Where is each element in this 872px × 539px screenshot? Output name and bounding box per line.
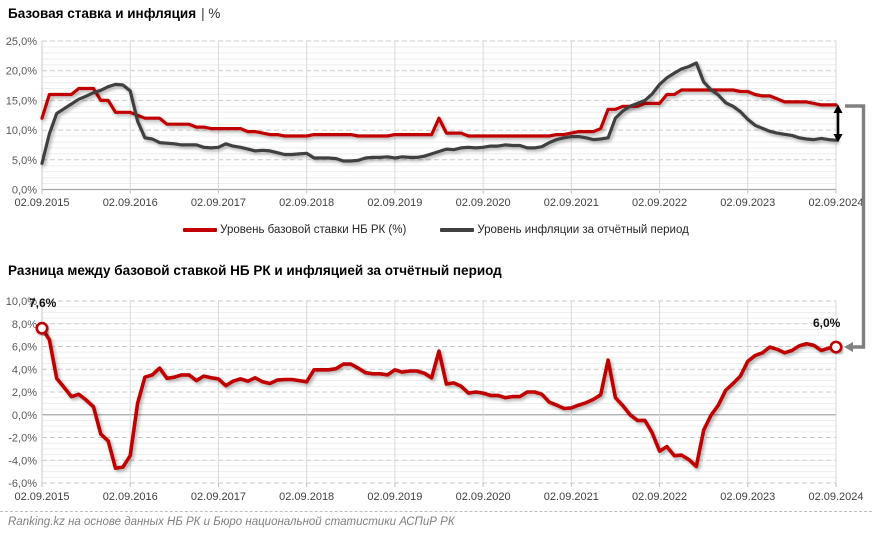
x-tick-label: 02.09.2022 bbox=[632, 491, 687, 503]
x-tick-label: 02.09.2019 bbox=[367, 197, 422, 209]
y-tick-label: 10,0% bbox=[6, 296, 37, 308]
source-footer: Ranking.kz на основе данных НБ РК и Бюро… bbox=[0, 511, 872, 528]
x-tick-label: 02.09.2015 bbox=[14, 491, 69, 503]
x-tick-label: 02.09.2015 bbox=[14, 197, 69, 209]
y-tick-label: 5,0% bbox=[12, 155, 37, 167]
y-tick-label: 15,0% bbox=[6, 95, 37, 107]
top-chart-title-unit: | % bbox=[201, 6, 221, 21]
start-point-marker bbox=[35, 321, 49, 335]
top-chart-title: Базовая ставка и инфляция | % bbox=[8, 6, 220, 21]
difference-start-value-label: 7,6% bbox=[29, 296, 57, 310]
legend-line-base-rate bbox=[183, 228, 218, 232]
y-tick-label: 4,0% bbox=[12, 364, 37, 376]
source-text: Ranking.kz на основе данных НБ РК и Бюро… bbox=[8, 516, 455, 528]
x-tick-label: 02.09.2018 bbox=[279, 491, 334, 503]
y-tick-label: 8,0% bbox=[12, 319, 37, 331]
series-line-0 bbox=[40, 326, 838, 471]
y-tick-label: -2,0% bbox=[8, 433, 37, 445]
difference-end-value-label: 6,0% bbox=[813, 316, 841, 330]
y-tick-label: 20,0% bbox=[6, 66, 37, 78]
legend-line-inflation bbox=[440, 228, 475, 232]
series-line-0 bbox=[40, 86, 838, 138]
x-tick-label: 02.09.2018 bbox=[279, 197, 334, 209]
series-line-1 bbox=[40, 61, 838, 165]
legend-label-inflation: Уровень инфляции за отчётный период bbox=[477, 224, 689, 236]
x-tick-label: 02.09.2021 bbox=[544, 197, 599, 209]
x-tick-label: 02.09.2023 bbox=[720, 197, 775, 209]
bottom-chart-title: Разница между базовой ставкой НБ РК и ин… bbox=[8, 263, 502, 278]
y-tick-label: 6,0% bbox=[12, 342, 37, 354]
y-tick-label: 10,0% bbox=[6, 125, 37, 137]
x-tick-label: 02.09.2016 bbox=[103, 197, 158, 209]
y-tick-label: 0,0% bbox=[12, 185, 37, 197]
x-tick-label: 02.09.2020 bbox=[456, 491, 511, 503]
chart-legend: Уровень базовой ставки НБ РК (%) Уровень… bbox=[0, 224, 872, 236]
difference-chart: 10,0% 8,0% 6,0% 4,0% 2,0% 0,0% -2,0% -4,0% -6,0%… bbox=[6, 296, 864, 503]
x-tick-label: 02.09.2023 bbox=[720, 491, 775, 503]
y-tick-label: -6,0% bbox=[8, 478, 37, 490]
top-chart-title-text: Базовая ставка и инфляция bbox=[8, 6, 197, 21]
x-tick-label: 02.09.2021 bbox=[544, 491, 599, 503]
y-tick-label: 25,0% bbox=[6, 36, 37, 48]
x-tick-label: 02.09.2022 bbox=[632, 197, 687, 209]
base-rate-inflation-chart: 25,0% 20,0% 15,0% 10,0% 5,0% 0,0%02.09.2015 02… bbox=[6, 36, 864, 209]
bottom-chart-title-text: Разница между базовой ставкой НБ РК и ин… bbox=[8, 263, 502, 278]
x-tick-label: 02.09.2019 bbox=[367, 491, 422, 503]
x-tick-label: 02.09.2024 bbox=[808, 491, 863, 503]
legend-item-base-rate: Уровень базовой ставки НБ РК (%) bbox=[183, 224, 406, 236]
end-point-marker bbox=[829, 340, 843, 354]
x-tick-label: 02.09.2016 bbox=[103, 491, 158, 503]
legend-item-inflation: Уровень инфляции за отчётный период bbox=[440, 224, 689, 236]
x-tick-label: 02.09.2017 bbox=[191, 491, 246, 503]
x-tick-label: 02.09.2017 bbox=[191, 197, 246, 209]
y-tick-label: -4,0% bbox=[8, 455, 37, 467]
x-tick-label: 02.09.2020 bbox=[456, 197, 511, 209]
x-tick-label: 02.09.2024 bbox=[808, 197, 863, 209]
y-tick-label: 2,0% bbox=[12, 387, 37, 399]
y-tick-label: 0,0% bbox=[12, 410, 37, 422]
legend-label-base-rate: Уровень базовой ставки НБ РК (%) bbox=[220, 224, 407, 236]
